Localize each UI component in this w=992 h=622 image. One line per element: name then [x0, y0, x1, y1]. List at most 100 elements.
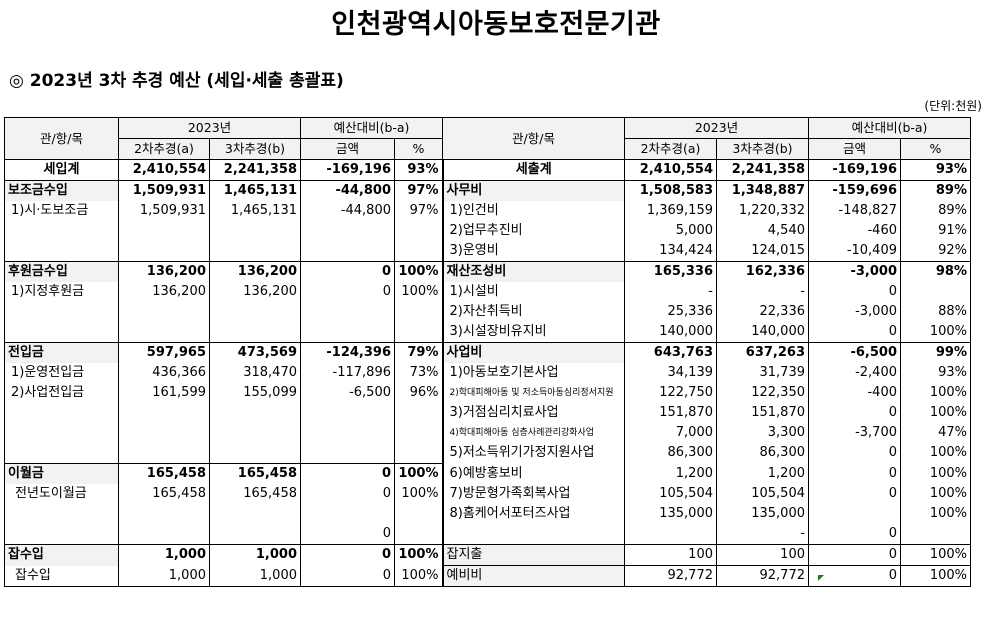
left-item-cell: 보조금수입 — [4, 180, 119, 201]
right-col-b-cell: 3,300 — [716, 423, 809, 443]
right-item-cell: 사업비 — [442, 342, 625, 363]
cell-comment-marker — [818, 575, 824, 581]
left-item-cell: 1)지정후원금 — [4, 282, 119, 302]
left-col-a-cell — [118, 443, 210, 464]
right-item-cell: 8)홈케어서포터즈사업 — [442, 504, 625, 524]
right-col-b-cell: 637,263 — [716, 342, 809, 363]
right-item-cell: 사무비 — [442, 180, 625, 201]
right-diff-pct-cell: 89% — [900, 180, 971, 201]
right-col-b-cell: - — [716, 524, 809, 545]
left-diff-pct-cell: 100% — [394, 565, 444, 587]
right-diff-amount-cell: 0 — [808, 403, 901, 423]
left-col-a-cell: 1,000 — [118, 544, 210, 566]
right-col-a-cell: 122,750 — [624, 383, 717, 403]
right-item-cell: 예비비 — [442, 565, 625, 587]
right-item-cell: 잡지출 — [442, 544, 625, 566]
left-col-a-cell: 1,509,931 — [118, 180, 210, 201]
right-col-a-cell: 165,336 — [624, 261, 717, 282]
right-diff-pct-cell: 100% — [900, 484, 971, 504]
left-diff-amount-cell — [300, 504, 395, 524]
left-col-a-cell — [118, 403, 210, 423]
left-diff-pct-cell: 100% — [394, 484, 444, 504]
left-col-b-cell: 1,000 — [209, 544, 301, 566]
table-row: 3)시설장비유지비 140,000 140,000 0 100% — [4, 322, 971, 343]
right-diff-pct-cell: 47% — [900, 423, 971, 443]
left-col-a-cell: 161,599 — [118, 383, 210, 403]
table-row: 2)자산취득비 25,336 22,336 -3,000 88% — [4, 302, 971, 322]
right-diff-amount-cell: -3,000 — [808, 302, 901, 322]
left-diff-pct-cell: 93% — [394, 159, 444, 181]
right-col-b-cell: 1,200 — [716, 463, 809, 484]
left-diff-pct-cell — [394, 504, 444, 524]
right-col-a-cell: 1,200 — [624, 463, 717, 484]
right-diff-amount-cell: -6,500 — [808, 342, 901, 363]
right-item-cell: 세출계 — [442, 159, 625, 181]
left-diff-pct-cell: 73% — [394, 363, 444, 383]
right-col-a-cell: 1,369,159 — [624, 201, 717, 221]
header-year-left: 2023년 — [118, 117, 301, 139]
right-diff-amount-cell: -10,409 — [808, 241, 901, 262]
right-col-b-cell: - — [716, 282, 809, 302]
left-col-a-cell — [118, 423, 210, 443]
right-col-a-cell: 140,000 — [624, 322, 717, 343]
right-diff-pct-cell: 100% — [900, 443, 971, 464]
right-col-a-cell: 643,763 — [624, 342, 717, 363]
table-row: 잡수입 1,000 1,000 0 100% 잡지출 100 100 0 100% — [4, 544, 971, 566]
left-item-cell — [4, 524, 119, 545]
left-col-a-cell: 136,200 — [118, 261, 210, 282]
right-diff-amount-cell — [808, 504, 901, 524]
left-diff-amount-cell: 0 — [300, 463, 395, 484]
left-diff-pct-cell — [394, 423, 444, 443]
left-diff-amount-cell — [300, 443, 395, 464]
header-category-left: 관/항/목 — [4, 117, 119, 160]
table-subtitle: ◎ 2023년 3차 추경 예산 (세입·세출 총괄표) — [9, 71, 344, 91]
right-diff-amount-cell: 0 — [808, 282, 901, 302]
left-col-a-cell: 2,410,554 — [118, 159, 210, 181]
table-row: 이월금 165,458 165,458 0 100% 6)예방홍보비 1,200 1,200 0… — [4, 463, 971, 484]
right-col-b-cell: 1,220,332 — [716, 201, 809, 221]
right-diff-pct-cell: 92% — [900, 241, 971, 262]
left-col-b-cell: 473,569 — [209, 342, 301, 363]
left-item-cell — [4, 221, 119, 241]
left-diff-amount-cell: -169,196 — [300, 159, 395, 181]
right-diff-amount-cell: 0 — [808, 443, 901, 464]
left-item-cell — [4, 504, 119, 524]
left-col-b-cell: 318,470 — [209, 363, 301, 383]
right-diff-pct-cell — [900, 282, 971, 302]
left-col-a-cell: 436,366 — [118, 363, 210, 383]
left-diff-pct-cell — [394, 322, 444, 343]
right-col-b-cell: 2,241,358 — [716, 159, 809, 181]
header-col-b: 3차추경(b) — [716, 138, 809, 160]
left-diff-amount-cell: 0 — [300, 484, 395, 504]
right-col-a-cell: - — [624, 282, 717, 302]
left-col-a-cell — [118, 302, 210, 322]
left-col-b-cell — [209, 524, 301, 545]
right-col-a-cell: 34,139 — [624, 363, 717, 383]
left-col-b-cell: 1,000 — [209, 565, 301, 587]
left-diff-amount-cell: -124,396 — [300, 342, 395, 363]
right-diff-amount-cell: -3,700 — [808, 423, 901, 443]
left-diff-pct-cell: 97% — [394, 180, 444, 201]
table-row: 전년도이월금 165,458 165,458 0 100% 7)방문형가족회복사업 105,… — [4, 484, 971, 504]
table-row: 2)사업전입금 161,599 155,099 -6,500 96% 2)학대피해아동 및… — [4, 383, 971, 403]
right-diff-amount-cell: 0 — [808, 524, 901, 545]
right-col-a-cell: 5,000 — [624, 221, 717, 241]
left-col-b-cell: 165,458 — [209, 463, 301, 484]
left-col-b-cell — [209, 221, 301, 241]
table-row: 8)홈케어서포터즈사업 135,000 135,000 100% — [4, 504, 971, 524]
left-diff-pct-cell: 100% — [394, 463, 444, 484]
right-item-cell: 재산조성비 — [442, 261, 625, 282]
table-row: 1)지정후원금 136,200 136,200 0 100% 1)시설비 - -0 — [4, 282, 971, 302]
left-item-cell: 전입금 — [4, 342, 119, 363]
left-col-b-cell — [209, 443, 301, 464]
header-year-right: 2023년 — [624, 117, 809, 139]
header-row-1: 관/항/목 2023년 예산대비(b-a) 관/항/목 2023년 예산대비(b… — [4, 117, 971, 160]
header-col-a: 2차추경(a) — [624, 138, 717, 160]
right-col-a-cell: 134,424 — [624, 241, 717, 262]
right-diff-pct-cell: 100% — [900, 463, 971, 484]
right-diff-amount-cell: 0 — [808, 544, 901, 566]
left-col-a-cell — [118, 322, 210, 343]
right-col-b-cell: 31,739 — [716, 363, 809, 383]
left-col-b-cell: 1,465,131 — [209, 180, 301, 201]
right-col-a-cell: 151,870 — [624, 403, 717, 423]
